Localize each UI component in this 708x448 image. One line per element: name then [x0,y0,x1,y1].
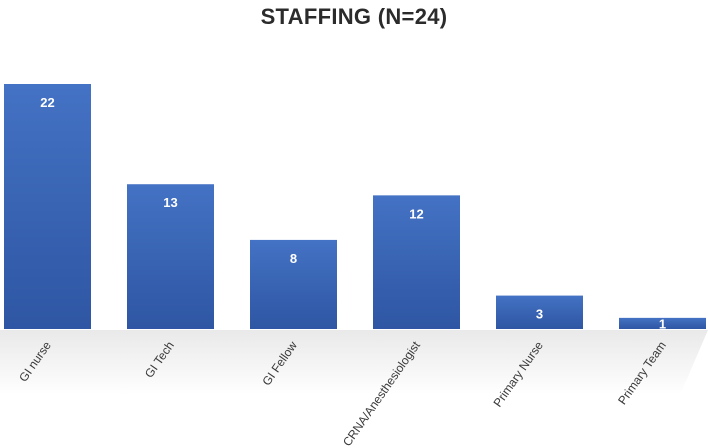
bar-0 [4,84,91,329]
bar-value-label-4: 3 [536,307,543,322]
bar-4 [496,295,583,329]
bar-value-label-5: 1 [659,316,666,331]
bar-5 [619,317,706,329]
chart-floor [0,330,708,395]
bar-value-label-0: 22 [40,95,54,110]
bar-3 [373,195,460,329]
chart-title: STAFFING (N=24) [260,4,448,29]
bar-value-label-3: 12 [409,206,423,221]
bar-1 [127,184,214,329]
bar-value-label-2: 8 [290,251,297,266]
bar-2 [250,239,337,329]
bar-value-label-1: 13 [163,195,177,210]
